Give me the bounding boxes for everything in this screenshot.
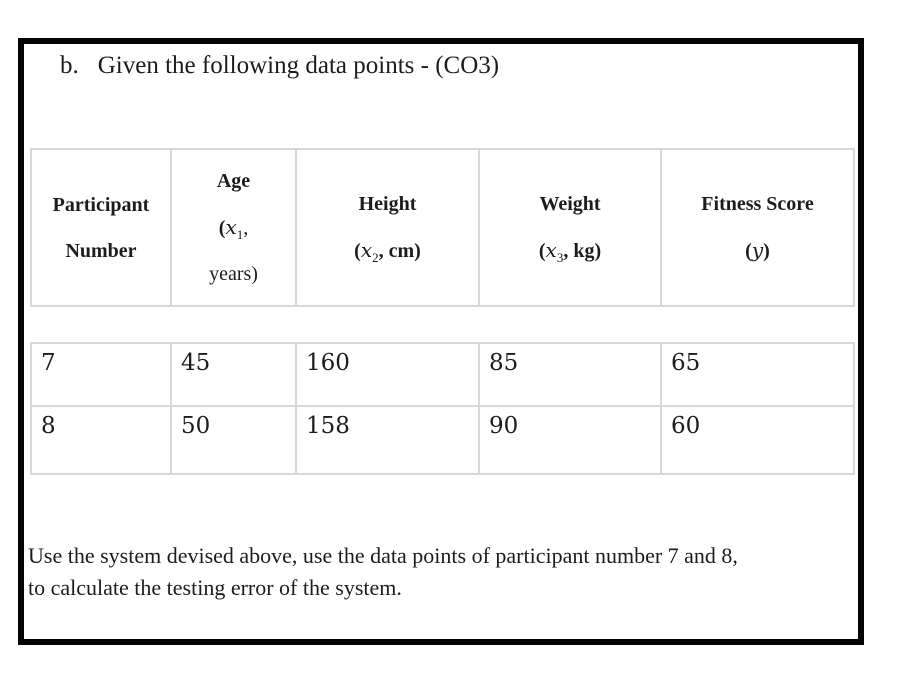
cell-row8-fitness-score: 60 [671, 413, 701, 439]
header-cell-fitness-score: Fitness Score (y) [701, 193, 814, 262]
question-frame: b. Given the following data points - (CO3… [18, 38, 864, 645]
header-cell-participant-number: Participant Number [32, 150, 172, 305]
cell-row7-age: 45 [172, 344, 297, 407]
instruction-line: to calculate the testing error of the sy… [28, 575, 402, 600]
question-marker: b. [60, 52, 79, 79]
cell-row7-fitness-score: 65 [662, 344, 853, 407]
header-cell-height: Height (x2, cm) [297, 150, 480, 305]
cell-row7-weight: 85 [480, 344, 662, 407]
question-title: b. Given the following data points - (CO3… [60, 52, 499, 80]
header-cell-age: Age (x1, years) [172, 150, 297, 305]
question-text: Given the following data points - (CO3) [97, 52, 500, 79]
instruction-paragraph: Use the system devised above, use the da… [28, 540, 738, 604]
cell-row7-height: 160 [297, 344, 480, 407]
cell-row8-height: 158 [297, 407, 480, 473]
instruction-line: Use the system devised above, use the da… [28, 543, 738, 568]
data-table-body: 7 45 160 85 65 8 50 158 90 60 [30, 342, 855, 475]
cell-row8-participant: 8 [32, 407, 172, 473]
cell-row8-weight: 90 [480, 407, 662, 473]
cell-row8-age: 50 [172, 407, 297, 473]
cell-row7-participant: 7 [32, 344, 172, 407]
data-table-header: Participant Number Age (x1, years) Height (x… [30, 148, 855, 307]
header-cell-weight: Weight (x3, kg) [480, 150, 662, 305]
